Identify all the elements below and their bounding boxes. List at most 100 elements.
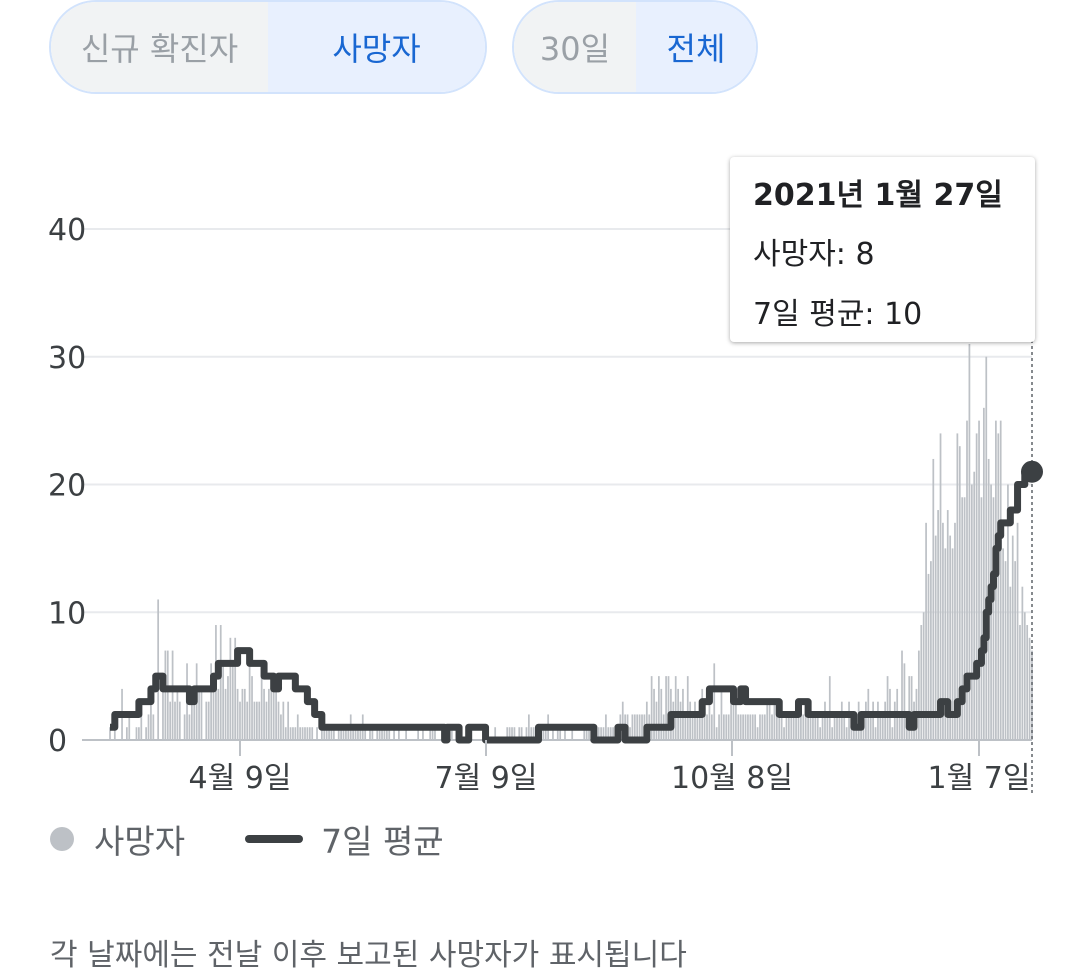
death-bar: [125, 727, 128, 740]
death-bar: [773, 701, 776, 740]
deaths-chart[interactable]: 0 10 20 30 40 4월 9일 7월 9일 10월 8일 1월 7일: [0, 0, 1080, 810]
death-bar: [689, 701, 692, 740]
death-bar: [308, 727, 311, 740]
range-30-days-tab[interactable]: 30일: [514, 2, 636, 92]
death-bar: [398, 727, 400, 740]
death-bar: [164, 650, 167, 740]
death-bar: [388, 727, 391, 740]
death-bar: [417, 727, 420, 740]
death-bar: [739, 714, 742, 740]
deaths-tab[interactable]: 사망자: [268, 2, 485, 92]
average-legend-swatch: [245, 835, 304, 843]
death-bar: [299, 727, 302, 740]
death-bar: [982, 407, 985, 740]
death-bar: [333, 727, 335, 740]
death-bar: [932, 458, 935, 740]
death-bar: [513, 727, 516, 740]
death-bar: [506, 727, 509, 740]
death-bar: [968, 343, 971, 740]
death-bar: [263, 688, 265, 740]
death-bar: [494, 727, 497, 740]
death-bar: [638, 714, 641, 740]
death-bar: [198, 688, 200, 740]
death-bar: [978, 420, 980, 740]
death-bar: [751, 714, 754, 740]
death-bar: [1023, 612, 1026, 740]
death-bar: [253, 701, 256, 740]
death-bar: [325, 727, 328, 740]
death-bar: [884, 701, 887, 740]
death-bar: [520, 727, 523, 740]
death-bar: [771, 714, 773, 740]
death-bar: [347, 727, 350, 740]
death-bar: [431, 727, 434, 740]
death-bar: [1014, 561, 1017, 740]
death-bar: [272, 688, 275, 740]
new-cases-tab[interactable]: 신규 확진자: [51, 2, 268, 92]
death-bar: [973, 471, 976, 740]
death-bar: [316, 727, 318, 740]
death-bar: [1007, 484, 1009, 740]
death-bar: [246, 701, 249, 740]
death-bar: [109, 727, 111, 740]
death-bar: [877, 701, 879, 740]
death-bar: [434, 727, 436, 740]
death-bar: [922, 612, 925, 740]
death-bar: [340, 727, 342, 740]
death-bar: [908, 676, 911, 740]
death-bar: [893, 701, 896, 740]
death-bar: [831, 727, 834, 740]
death-bar: [1016, 522, 1019, 740]
death-bar: [337, 727, 340, 740]
death-bar: [874, 727, 877, 740]
death-bar: [176, 688, 179, 740]
death-bar: [927, 573, 930, 740]
death-bar: [807, 714, 809, 740]
death-bar: [759, 714, 761, 740]
death-bar: [958, 446, 961, 740]
death-bar: [722, 714, 725, 740]
death-bar: [282, 701, 285, 740]
death-bar: [650, 676, 653, 740]
death-bar: [113, 727, 116, 740]
death-bar: [708, 688, 711, 740]
death-bar: [795, 714, 797, 740]
death-bar: [797, 714, 800, 740]
death-bar: [655, 701, 658, 740]
death-bar: [296, 714, 299, 740]
death-bar: [556, 727, 559, 740]
death-bar: [1009, 586, 1012, 740]
death-bar: [809, 714, 812, 740]
death-bar: [790, 714, 793, 740]
death-bar: [166, 650, 169, 740]
death-bar: [710, 714, 713, 740]
range-all-tab[interactable]: 전체: [635, 2, 756, 92]
death-bar: [383, 727, 386, 740]
death-bar: [364, 727, 367, 740]
death-bar: [975, 433, 978, 740]
death-bar: [735, 701, 737, 740]
death-bar: [821, 714, 824, 740]
death-bar: [696, 714, 699, 740]
death-bar: [778, 701, 781, 740]
death-bar: [804, 714, 807, 740]
x-tick-label: 10월 8일: [671, 761, 793, 796]
death-bar: [248, 663, 251, 740]
death-bar: [585, 727, 588, 740]
death-bar: [511, 727, 513, 740]
death-bar: [636, 714, 639, 740]
death-bar: [205, 701, 208, 740]
death-bar: [966, 420, 968, 740]
death-bar: [761, 714, 764, 740]
death-bar: [405, 727, 407, 740]
death-bar: [838, 714, 841, 740]
death-bar: [376, 727, 379, 740]
death-bar: [954, 522, 956, 740]
death-bar: [860, 727, 862, 740]
death-bar: [785, 714, 788, 740]
death-bar: [609, 727, 612, 740]
death-bar: [352, 727, 355, 740]
death-bar: [848, 701, 850, 740]
death-bar: [703, 714, 706, 740]
seven-day-average-line: [108, 468, 1034, 744]
